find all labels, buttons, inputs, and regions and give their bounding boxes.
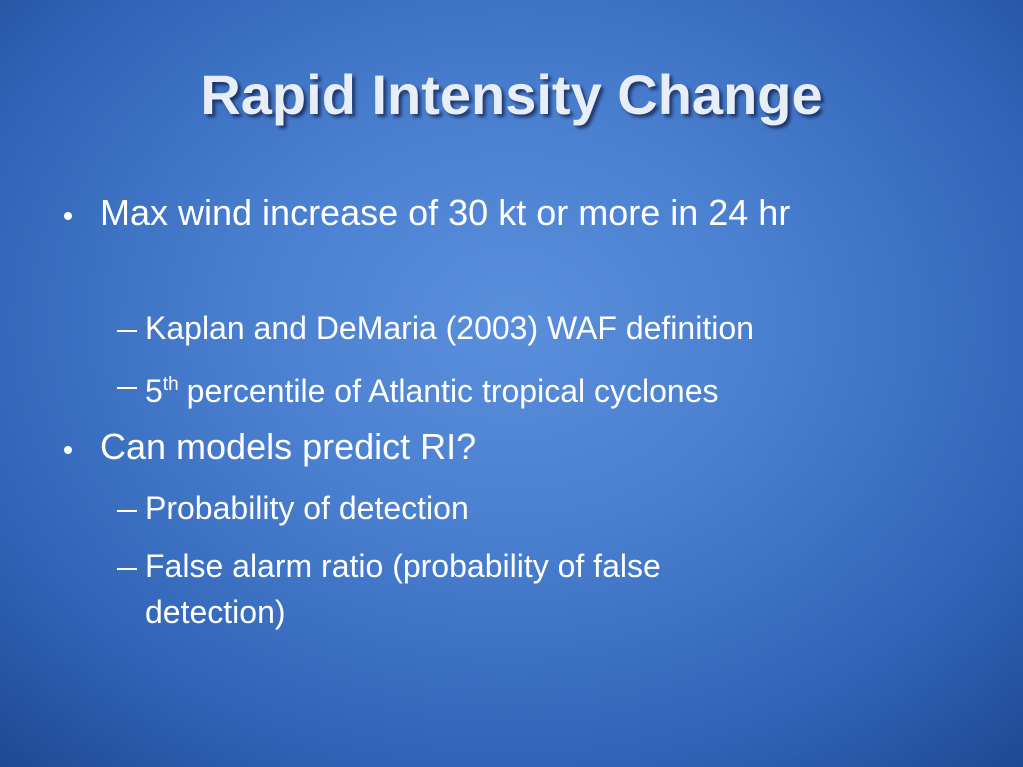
sub-bullet-text: False alarm ratio (probability of false … xyxy=(145,548,661,630)
sub-bullet-dash xyxy=(117,330,137,332)
bullet-dot xyxy=(64,446,72,454)
bullet-text: Can models predict RI? xyxy=(100,426,477,467)
text: percentile of Atlantic tropical cyclones xyxy=(186,373,719,409)
bullet-text: Max wind increase of 30 kt or more in 24… xyxy=(100,192,791,233)
sub-bullet-dash xyxy=(117,568,137,570)
sub-bullet-text: Probability of detection xyxy=(145,490,469,526)
bullet-dot xyxy=(64,212,72,220)
sub-bullet-dash xyxy=(117,510,137,512)
sub-bullet-text: 5th percentile of Atlantic tropical cyclo… xyxy=(145,362,965,414)
sub-bullet-dash xyxy=(117,387,137,389)
superscript: th xyxy=(162,374,179,395)
sub-bullet-text: Kaplan and DeMaria (2003) WAF definition xyxy=(145,310,754,346)
text: 5 xyxy=(145,373,163,409)
slide-title: Rapid Intensity Change xyxy=(200,63,823,126)
